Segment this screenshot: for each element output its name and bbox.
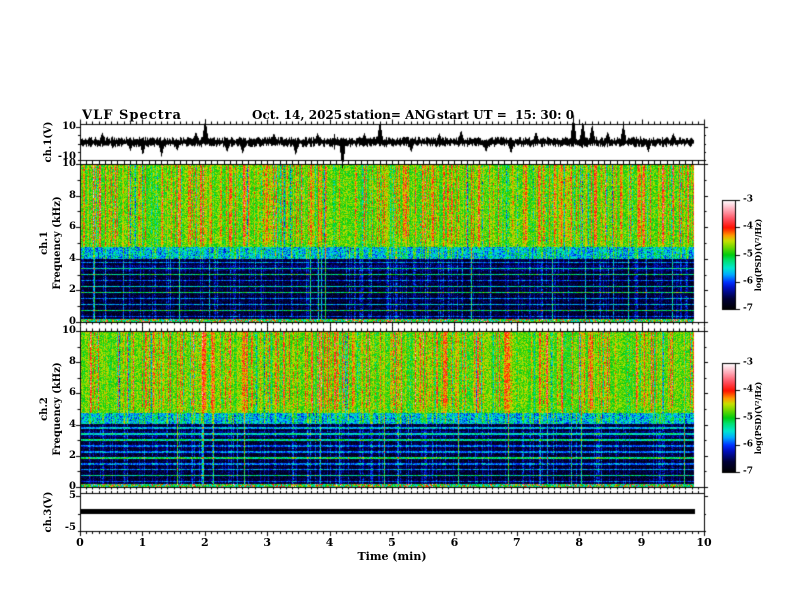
ch2-frequency-tick-label: 4 (69, 418, 76, 430)
colorbar1-tick-label: -5 (743, 249, 753, 259)
ch2-spectrogram-channel-label: ch.2 (39, 397, 50, 421)
colorbar1-tick-label: -3 (743, 194, 753, 205)
time-tick-label: 5 (388, 536, 396, 549)
figure-station: station= ANG (344, 108, 436, 122)
colorbar2-tick-label: -7 (743, 466, 753, 477)
time-tick-label: 10 (696, 536, 712, 549)
ch3-voltage-tick-label: -5 (64, 522, 76, 533)
ch2-frequency-tick-label: 10 (62, 325, 76, 336)
figure-title: VLF Spectra (82, 108, 182, 123)
colorbar1-tick-label: -7 (743, 303, 753, 314)
colorbar1-tick-label: -6 (743, 276, 753, 287)
ch2-spectrogram-frequency-label: Frequency (kHz) (52, 362, 63, 456)
time-tick-label: 3 (263, 536, 272, 549)
ch1-voltage-tick-label: -10 (57, 151, 76, 162)
colorbar1-tick-label: -4 (743, 221, 753, 232)
figure-start-ut: start UT = 15: 30: 0 (437, 108, 575, 122)
ch2-frequency-tick-label: 2 (69, 449, 76, 461)
ch1-spectrogram-channel-label: ch.1 (39, 231, 50, 255)
time-tick-label: 9 (637, 536, 646, 549)
colorbar2-tick-label: -3 (743, 357, 753, 368)
time-tick-label: 0 (76, 536, 84, 549)
ch1-frequency-tick-label: 2 (69, 284, 76, 296)
ch2-frequency-tick-label: 0 (69, 481, 76, 492)
ch1-frequency-tick-label: 6 (69, 221, 76, 233)
time-tick-label: 4 (325, 536, 334, 549)
colorbar2-tick-label: -5 (743, 412, 753, 422)
time-tick-label: 7 (512, 536, 521, 549)
colorbar1-label: log(PSD)(V²/Hz) (753, 218, 763, 292)
time-tick-label: 6 (450, 536, 459, 549)
ch1-spectrogram-frequency-label: Frequency (kHz) (52, 196, 63, 290)
colorbar2-tick-label: -6 (743, 439, 753, 450)
figure-date: Oct. 14, 2025 (252, 108, 343, 122)
colorbar2-tick-label: -4 (743, 384, 753, 395)
time-tick-label: 1 (138, 536, 147, 549)
ch1-frequency-tick-label: 0 (69, 316, 76, 327)
ch1-frequency-tick-label: 4 (69, 252, 76, 264)
ch1-frequency-tick-label: 10 (62, 158, 76, 169)
ch2-frequency-tick-label: 8 (69, 356, 76, 368)
ch1-voltage-tick-label: 10 (62, 121, 76, 132)
time-axis-label: Time (min) (357, 550, 427, 563)
colorbar2-label: log(PSD)(V²/Hz) (753, 381, 763, 455)
time-tick-label: 8 (575, 536, 584, 549)
time-tick-label: 2 (200, 536, 209, 549)
ch1-frequency-tick-label: 8 (69, 189, 76, 201)
ch3-voltage-tick-label: 5 (69, 490, 76, 501)
ch2-frequency-tick-label: 6 (69, 387, 76, 399)
